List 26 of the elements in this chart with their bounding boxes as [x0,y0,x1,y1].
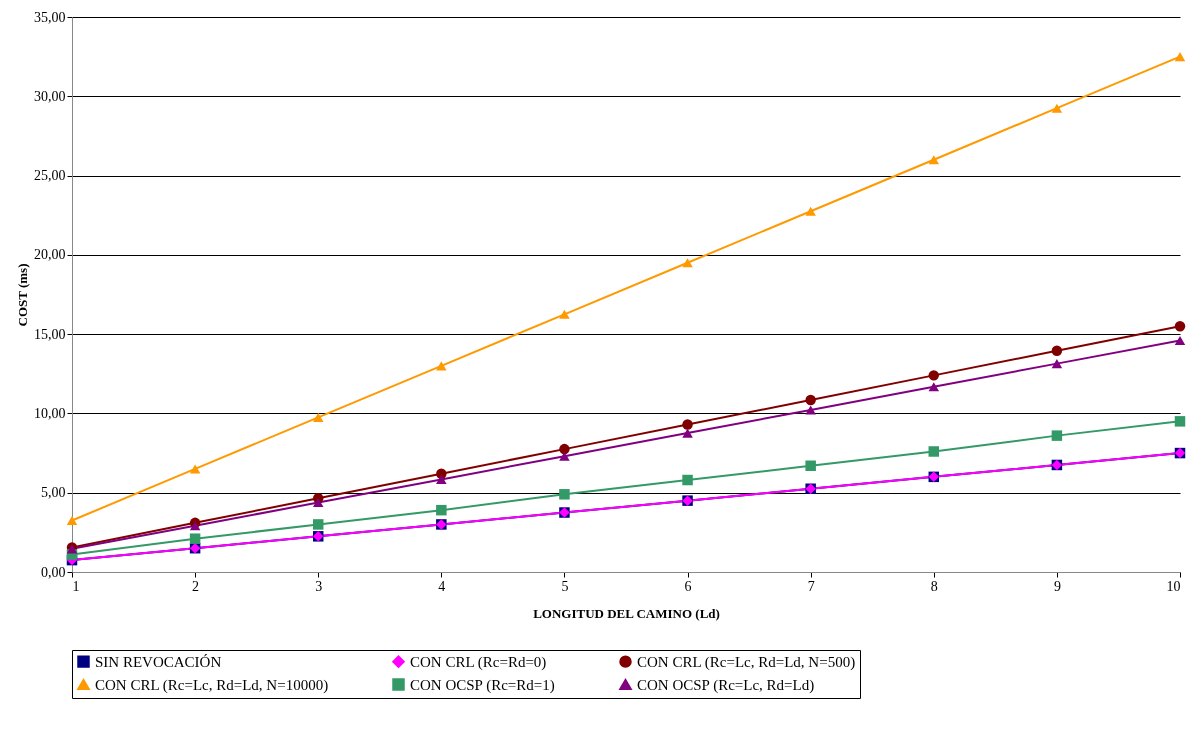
legend-label: CON OCSP (Rc=Lc, Rd=Ld) [637,676,815,694]
y-tick-label: 10,00 [34,405,66,421]
y-tick-label: 20,00 [34,247,66,263]
y-tick-label: 25,00 [34,168,66,184]
x-axis-title: LONGITUD DEL CAMINO (Ld) [533,605,720,621]
legend-label: CON OCSP (Rc=Rd=1) [410,676,555,694]
legend-label: CON CRL (Rc=Lc, Rd=Ld, N=10000) [95,676,329,694]
x-tick-label: 7 [807,578,815,594]
x-tick-label: 2 [192,578,200,594]
legend-label: CON CRL (Rc=Lc, Rd=Ld, N=500) [637,653,856,671]
x-tick-label: 1 [72,578,80,594]
x-tick-label: 3 [315,578,323,594]
y-tick-label: 30,00 [34,88,66,104]
x-tick-label: 8 [930,578,938,594]
y-tick-label: 0,00 [41,564,66,580]
y-tick-label: 5,00 [41,485,66,501]
x-tick-label: 9 [1053,578,1061,594]
x-tick-label: 4 [438,578,446,594]
y-tick-label: 15,00 [34,326,66,342]
x-tick-label: 6 [684,578,692,594]
y-tick-label: 35,00 [34,9,66,25]
legend-label: CON CRL (Rc=Rd=0) [410,653,547,671]
x-tick-label: 10 [1166,578,1181,594]
x-tick-label: 5 [561,578,569,594]
legend-label: SIN REVOCACIÓN [95,653,222,670]
y-axis-title: COST (ms) [15,263,30,327]
